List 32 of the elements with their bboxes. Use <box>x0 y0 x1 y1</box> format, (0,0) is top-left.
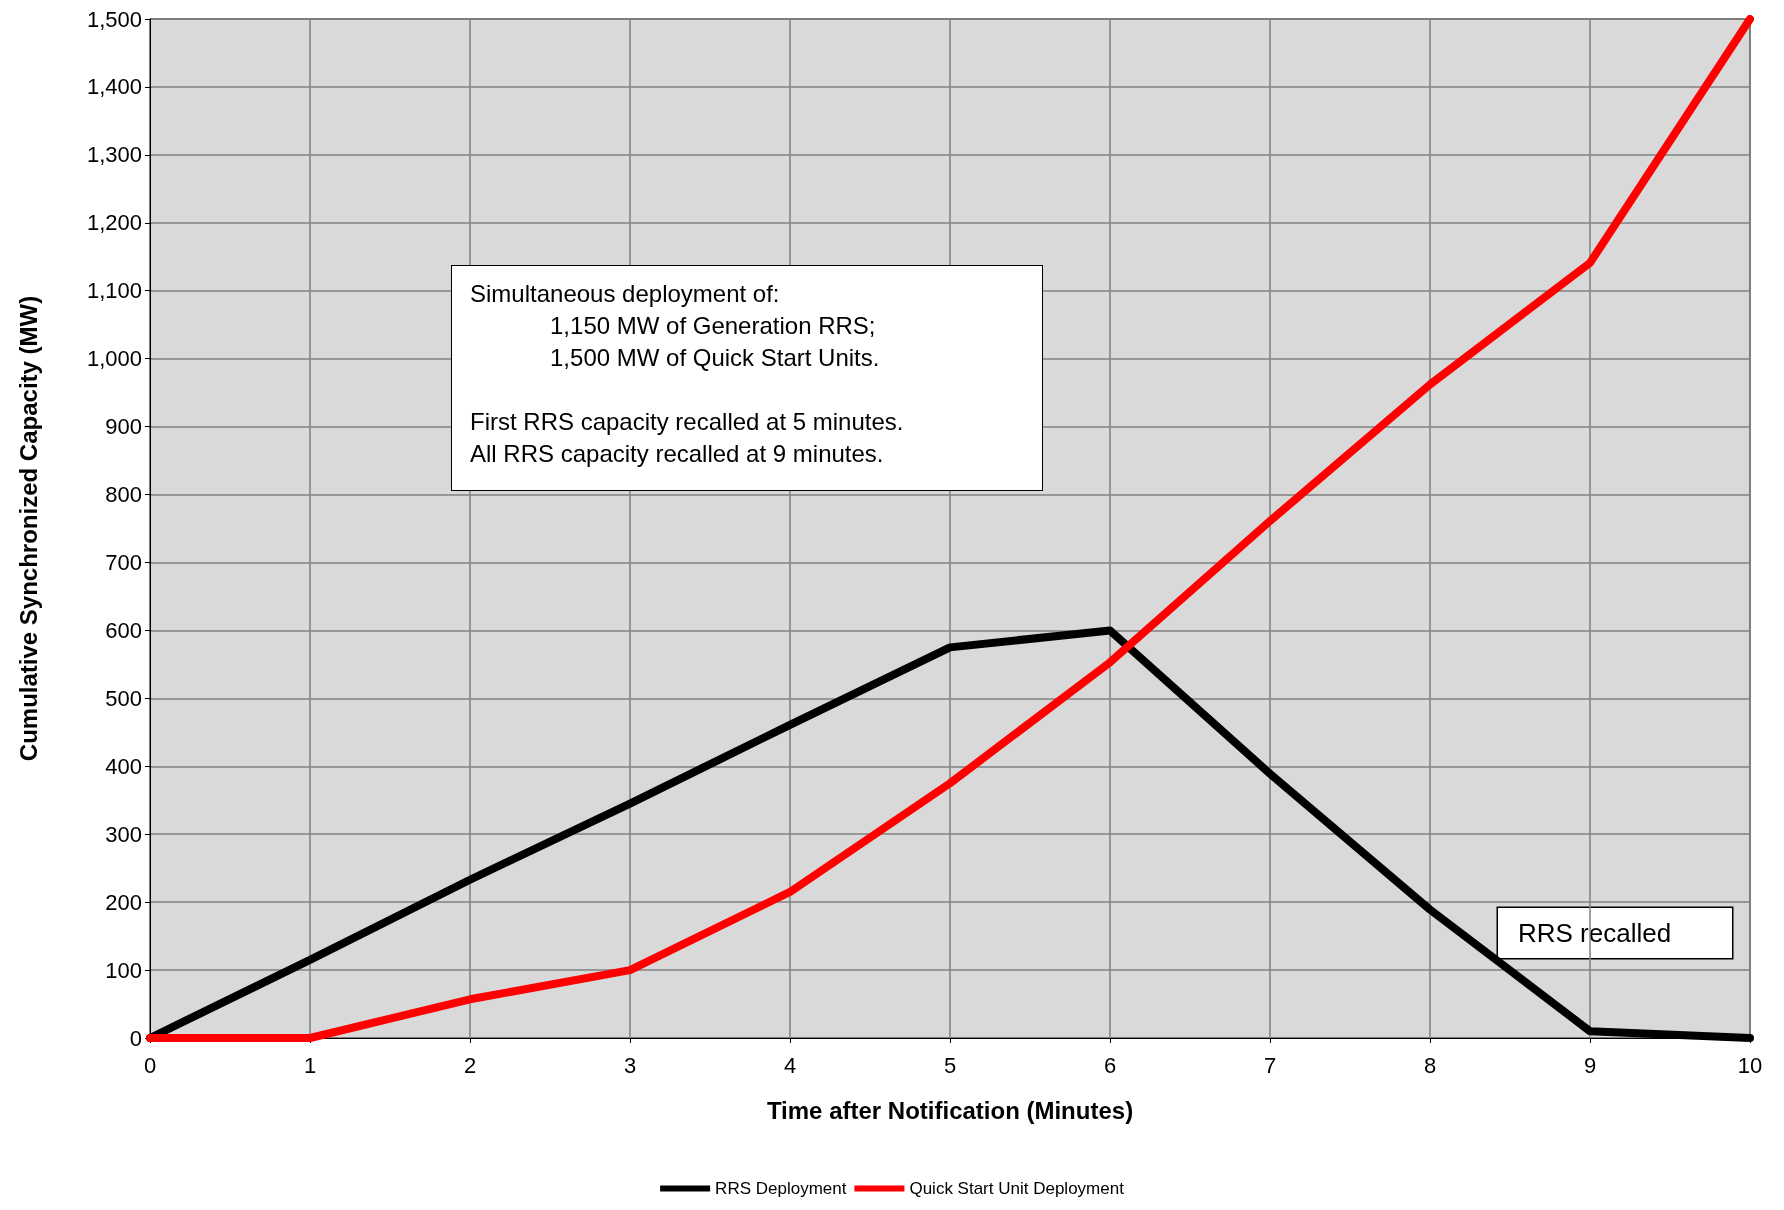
y-tick-label: 1,300 <box>86 142 142 168</box>
y-tick-label: 500 <box>105 685 142 711</box>
y-tick-label: 1,500 <box>86 6 142 32</box>
x-tick-label: 10 <box>1737 1052 1763 1078</box>
y-tick-label: 1,400 <box>86 74 142 100</box>
x-tick-label: 9 <box>1583 1052 1597 1078</box>
x-tick-label: 8 <box>1423 1052 1437 1078</box>
legend-label: RRS Deployment <box>715 1179 847 1198</box>
y-tick-label: 600 <box>105 617 142 643</box>
legend-label: Quick Start Unit Deployment <box>909 1179 1125 1198</box>
x-tick-label: 7 <box>1263 1052 1277 1078</box>
y-tick-label: 1,100 <box>86 278 142 304</box>
y-tick-label: 100 <box>105 957 142 983</box>
x-axis-title: Time after Notification (Minutes) <box>766 1096 1134 1124</box>
y-tick-label: 300 <box>105 821 142 847</box>
x-tick-label: 2 <box>463 1052 477 1078</box>
y-tick-label: 900 <box>105 414 142 440</box>
x-tick-label: 5 <box>943 1052 957 1078</box>
y-axis-title: Cumulative Synchronized Capacity (MW) <box>14 295 42 762</box>
y-tick-label: 1,200 <box>86 210 142 236</box>
note-box: Simultaneous deployment of: 1,150 MW of Generation RRS; 1,500 MW of Quick Start Units. First RRS capacity recalled at 5 minutes. All RRS capacity recalled at 9 minutes. <box>451 265 1043 491</box>
y-tick-label: 800 <box>105 482 142 508</box>
y-tick-label: 1,000 <box>86 346 142 372</box>
y-tick-label: 200 <box>105 889 142 915</box>
y-tick-label: 0 <box>129 1025 142 1051</box>
x-tick-label: 6 <box>1103 1052 1117 1078</box>
x-tick-label: 4 <box>783 1052 797 1078</box>
y-tick-label: 700 <box>105 549 142 575</box>
x-tick-label: 1 <box>303 1052 317 1078</box>
x-tick-label: 3 <box>623 1052 637 1078</box>
annotation: RRS recalled <box>1518 918 1672 948</box>
y-tick-label: 400 <box>105 753 142 779</box>
